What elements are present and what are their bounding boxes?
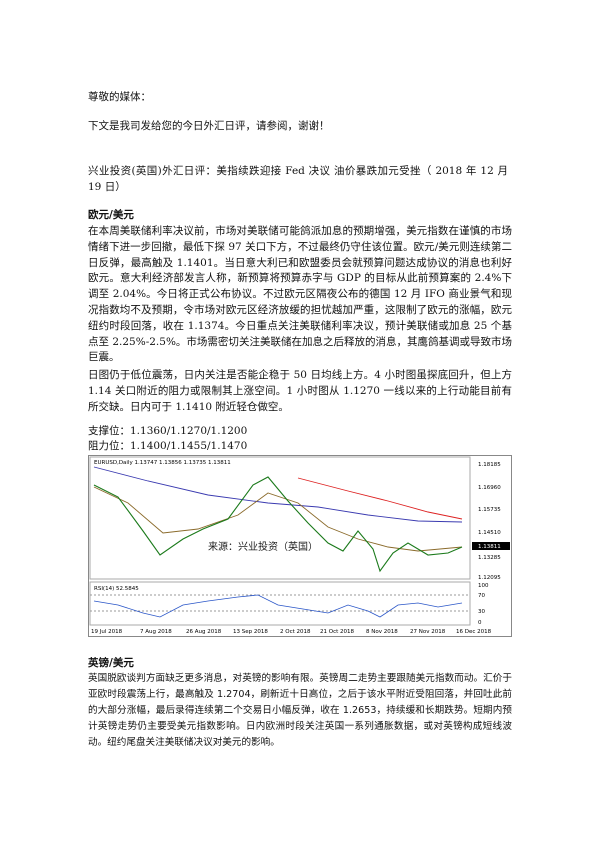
price-chart-image: EURUSD,Daily 1.13747 1.13856 1.13735 1.1…: [88, 455, 512, 637]
short-ma: [93, 486, 463, 552]
rsi-panel: [89, 581, 471, 626]
chart-header: EURUSD,Daily 1.13747 1.13856 1.13735 1.1…: [94, 460, 231, 466]
date-label: 7 Aug 2018: [140, 629, 172, 635]
paragraph: 日图仍于低位震荡，日内关注是否能企稳于 50 日均线上方。4 小时图虽探底回升，…: [88, 369, 512, 413]
report-title: 兴业投资(英国)外汇日评：美指续跌迎接 Fed 决议 油价暴跌加元受挫（ 201…: [88, 165, 508, 193]
date-label: 2 Oct 2018: [280, 629, 311, 635]
intro: 下文是我司发给您的今日外汇日评，请参阅，谢谢！: [88, 120, 330, 132]
watermark: 来源：兴业投资（英国）: [208, 540, 318, 553]
rsi-label: 30: [478, 609, 485, 615]
price-label: 1.14510: [478, 530, 501, 536]
date-label: 19 Jul 2018: [91, 629, 123, 635]
rsi-label: 0: [478, 620, 482, 626]
main-panel: [89, 456, 471, 580]
price-label: 1.13285: [478, 555, 501, 561]
resistance-levels: 阻力位：1.1400/1.1455/1.1470: [88, 440, 248, 452]
mid-ma: [93, 466, 463, 523]
date-label: 16 Dec 2018: [456, 629, 492, 635]
rsi-header: RSI(14) 52.5845: [94, 586, 139, 592]
price-label: 1.12095: [478, 575, 501, 581]
rsi-label: 100: [478, 583, 489, 589]
rsi-label: 70: [478, 593, 485, 599]
greeting: 尊敬的媒体：: [88, 91, 151, 103]
section-heading: 欧元/美元: [88, 209, 134, 221]
rsi-line: [93, 594, 463, 618]
date-label: 27 Nov 2018: [410, 629, 446, 635]
support-levels: 支撑位：1.1360/1.1270/1.1200: [88, 425, 248, 437]
long-ma: [297, 477, 463, 520]
date-label: 21 Oct 2018: [320, 629, 355, 635]
section-heading: 英镑/美元: [88, 657, 134, 669]
paragraph: 在本周美联储利率决议前，市场对美联储可能鸽派加息的预期增强，美元指数在谨慎的市场…: [88, 225, 512, 364]
price-label: 1.13811: [478, 544, 501, 550]
paragraph: 英国脱欧谈判方面缺乏更多消息，对英镑的影响有限。英镑周二走势主要跟随美元指数而动…: [88, 673, 512, 748]
price-label: 1.18185: [478, 462, 501, 468]
price-label: 1.15735: [478, 507, 501, 513]
date-label: 26 Aug 2018: [186, 629, 222, 635]
price-line: [93, 476, 463, 573]
date-label: 8 Nov 2018: [366, 629, 398, 635]
price-label: 1.16960: [478, 485, 501, 491]
date-label: 13 Sep 2018: [233, 629, 268, 635]
